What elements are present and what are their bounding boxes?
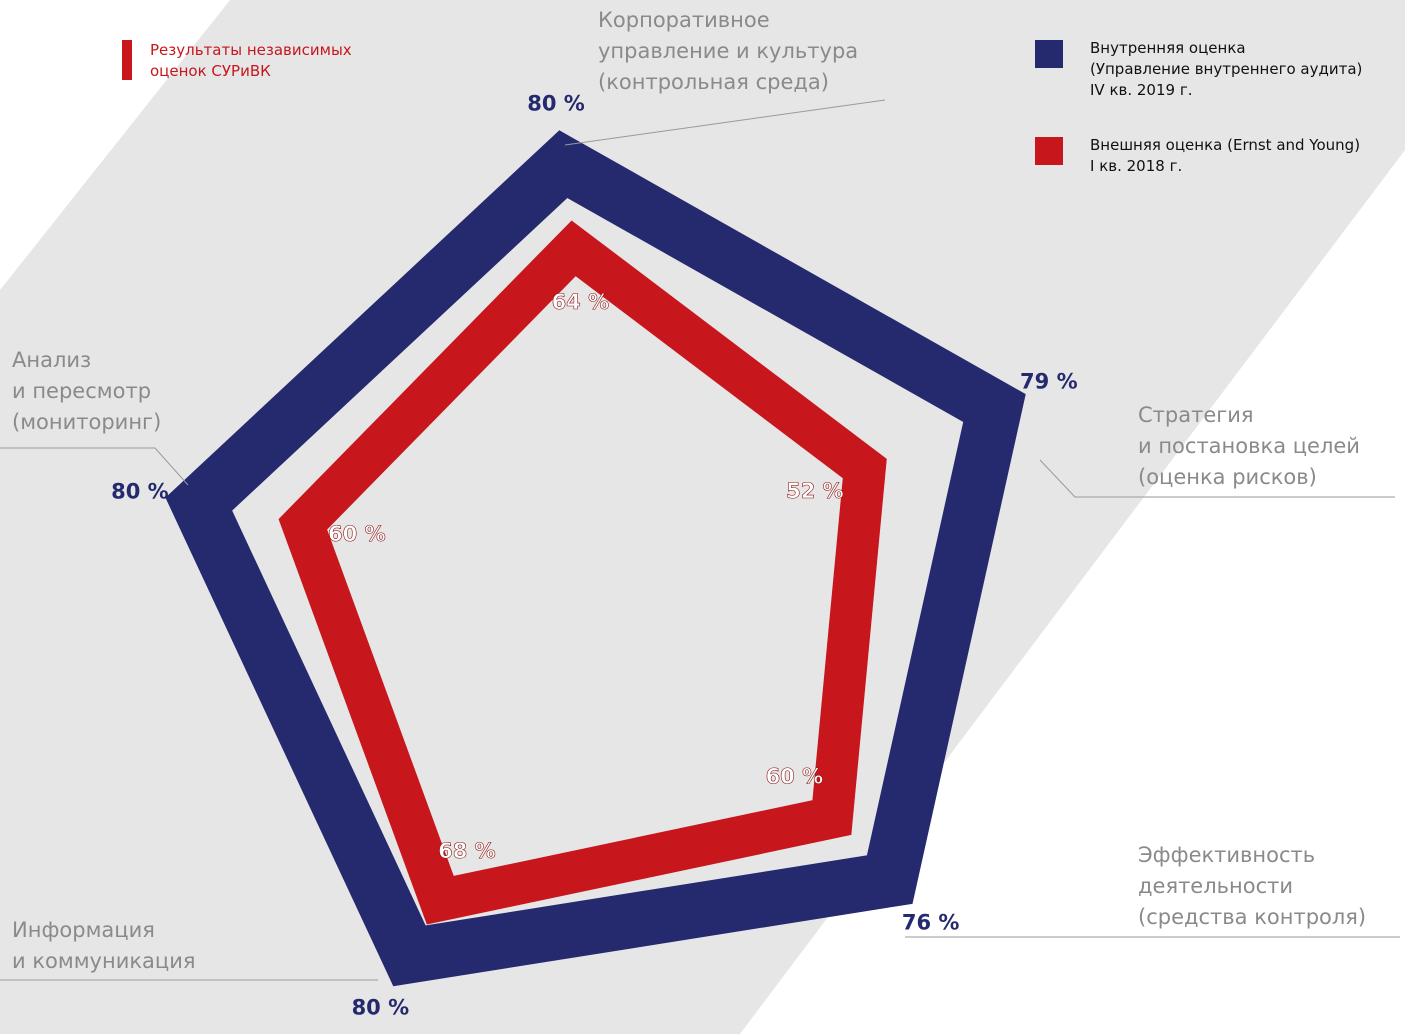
axis-label: Анализ и пересмотр (мониторинг) [12, 348, 162, 434]
title-marker [122, 40, 132, 80]
chart-title: Результаты независимых оценок СУРиВК [150, 41, 352, 80]
leader-line [0, 447, 189, 486]
value-label: 60 % [328, 522, 386, 546]
legend-swatch [1035, 40, 1063, 68]
axis-label: Эффективность деятельности (средства кон… [1138, 843, 1367, 929]
legend-label: Внутренняя оценка (Управление внутреннег… [1090, 39, 1363, 99]
legend-swatch [1035, 137, 1063, 165]
value-label: 79 % [1020, 370, 1078, 394]
axis-label: Стратегия и постановка целей (оценка рис… [1138, 403, 1360, 489]
series-polygon [278, 220, 887, 925]
legend-label: Внешняя оценка (Ernst and Young) I кв. 2… [1090, 136, 1361, 175]
value-label: 64 % [552, 290, 610, 314]
value-label: 76 % [902, 910, 960, 934]
value-label: 68 % [438, 839, 496, 863]
value-label: 60 % [766, 764, 824, 788]
axis-label: Информация и коммуникация [12, 918, 196, 973]
series-polygon [165, 130, 1026, 987]
plot: 80 % 79 % 76 % 80 % 80 % 64 % 52 % 60 % 68 % 60 % [111, 92, 1078, 1020]
axis-label: Корпоративное управление и культура (кон… [598, 8, 859, 94]
value-label: 80 % [111, 480, 169, 504]
leader-line [1039, 459, 1395, 498]
value-label: 80 % [352, 995, 410, 1019]
value-label: 52 % [786, 479, 844, 503]
leader-line [564, 99, 886, 146]
value-label: 80 % [527, 92, 585, 116]
